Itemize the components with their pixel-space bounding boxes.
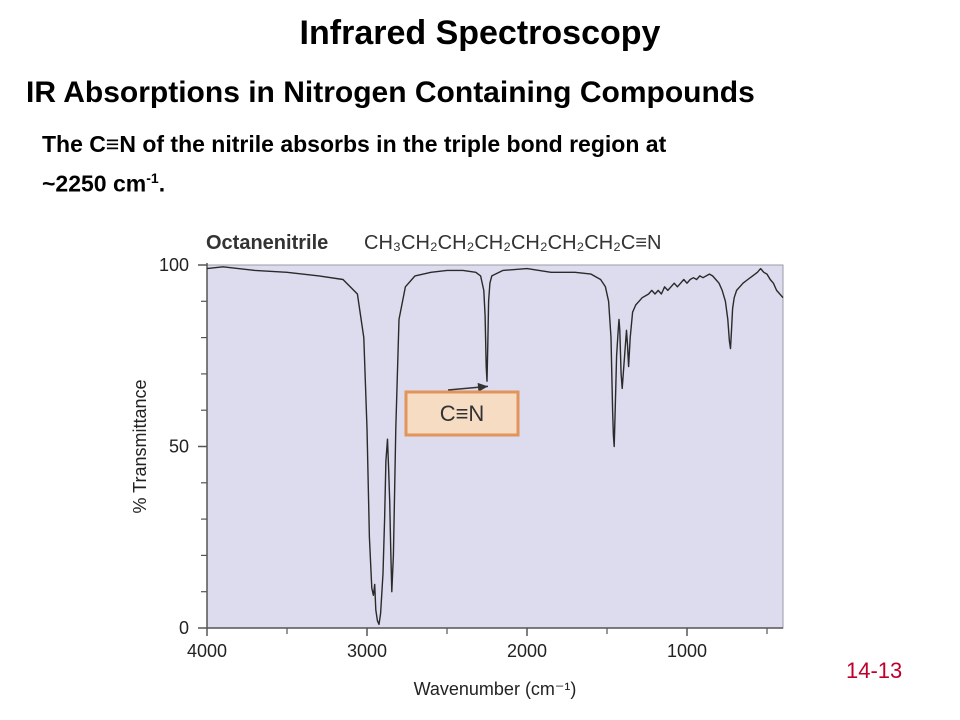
- y-tick-label: 50: [169, 437, 189, 457]
- x-axis-label: Wavenumber (cm⁻¹): [414, 679, 577, 699]
- y-tick-label: 0: [179, 618, 189, 638]
- annotation-arrowhead: [477, 382, 488, 392]
- x-axis: 4000 3000 2000 1000: [187, 627, 783, 661]
- slide-title: Infrared Spectroscopy: [299, 14, 661, 52]
- plot-area: [206, 264, 784, 629]
- desc-part1: The C: [42, 131, 106, 157]
- compound-formula: CH₃CH₂CH₂CH₂CH₂CH₂CH₂C≡N: [364, 232, 662, 254]
- x-tick-label: 1000: [667, 641, 707, 661]
- x-tick-label: 4000: [187, 641, 227, 661]
- spectrum-series-line: [206, 266, 784, 626]
- annotation-group: C≡N: [404, 382, 520, 437]
- y-axis-label: % Transmittance: [130, 379, 150, 513]
- compound-name: Octanenitrile: [206, 232, 328, 254]
- y-tick-label: 100: [159, 255, 189, 275]
- slide-subtitle: IR Absorptions in Nitrogen Containing Co…: [26, 76, 755, 109]
- x-tick-label: 3000: [347, 641, 387, 661]
- slide-number: 14-13: [846, 658, 903, 683]
- annotation-box: [404, 390, 520, 437]
- desc-end: .: [158, 170, 166, 197]
- desc-bond-symbol: ≡: [105, 131, 120, 157]
- desc-part2: N of the nitrile absorbs in the triple b…: [119, 131, 667, 157]
- slide-description: The C≡N of the nitrile absorbs in the tr…: [42, 127, 922, 201]
- x-tick-label: 2000: [507, 641, 547, 661]
- annotation-label: C≡N: [440, 401, 485, 426]
- desc-superscript: -1: [146, 170, 159, 186]
- desc-line2: ~2250 cm: [42, 170, 147, 197]
- y-axis: 0 50 100: [159, 255, 208, 638]
